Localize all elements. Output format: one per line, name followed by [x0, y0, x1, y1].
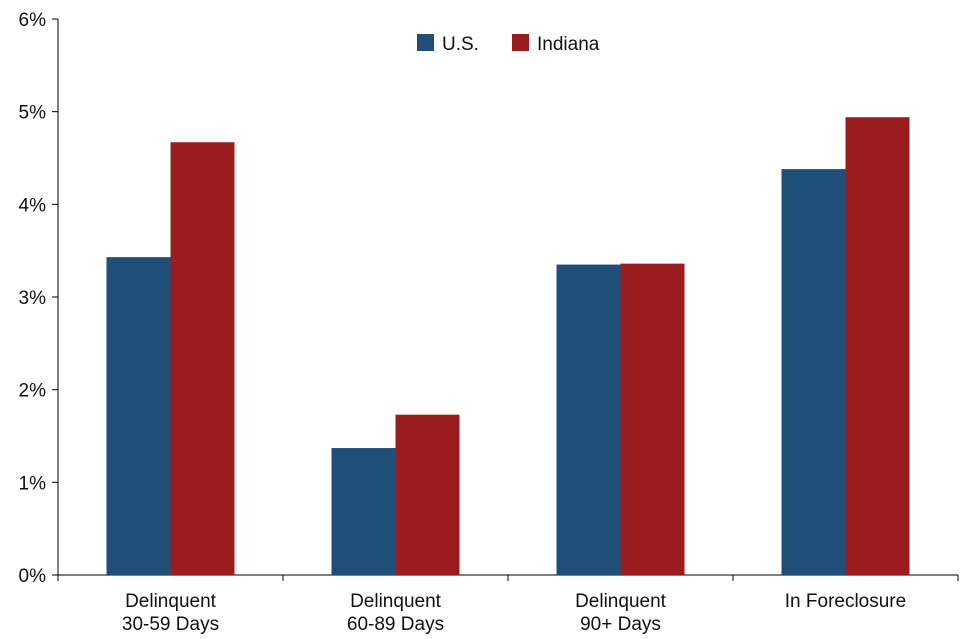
bar-indiana [170, 142, 235, 575]
bar-indiana [395, 414, 460, 575]
y-tick-label: 5% [19, 103, 47, 124]
y-tick-label: 4% [19, 195, 47, 216]
legend-label: U.S. [442, 34, 479, 55]
bar-u-s [106, 257, 171, 575]
bar-indiana [620, 263, 685, 575]
y-axis: 0% 1% 2% 3% 4% 5% 6% [19, 10, 59, 587]
legend-swatch [417, 34, 434, 51]
y-tick-label: 3% [19, 288, 47, 309]
y-tick-label: 0% [19, 566, 47, 587]
x-axis: Delinquent 30-59 Days Delinquent 60-89 Days… [57, 574, 959, 635]
legend-label: Indiana [537, 34, 600, 55]
bar-u-s [331, 448, 396, 575]
legend: U.S. Indiana [417, 34, 600, 55]
bar-u-s [781, 169, 846, 575]
bar-indiana [845, 117, 910, 575]
x-tick-label: In Foreclosure [785, 591, 906, 612]
bar-u-s [556, 264, 621, 575]
x-tick-label: Delinquent 60-89 Days [347, 591, 444, 634]
y-tick-label: 2% [19, 381, 47, 402]
legend-swatch [512, 34, 529, 51]
bars [106, 117, 910, 575]
y-tick-label: 6% [19, 10, 47, 31]
x-tick-label: Delinquent 90+ Days [575, 591, 667, 634]
x-tick-label: Delinquent 30-59 Days [122, 591, 219, 634]
y-tick-label: 1% [19, 473, 47, 494]
